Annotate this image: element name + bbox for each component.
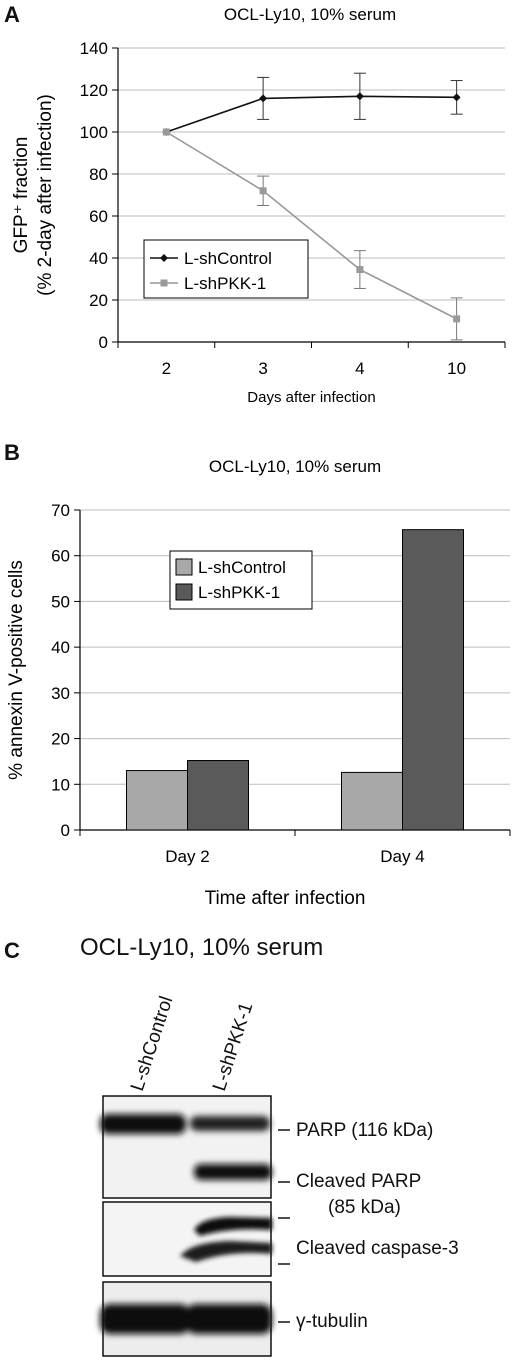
y-tick-label: 20: [51, 730, 70, 749]
x-tick-label: Day 2: [165, 847, 209, 866]
y-tick-label: 50: [51, 592, 70, 611]
legend-label: L-shPKK-1: [198, 583, 280, 602]
series-line-0: [166, 95, 457, 133]
x-tick-label: 3: [258, 359, 267, 378]
band-parp-lane1: [100, 1114, 186, 1134]
y-tick-label: 0: [61, 821, 70, 840]
panel-letter-c: C: [4, 938, 20, 963]
band-tubulin-lane2: [186, 1304, 272, 1334]
y-axis-label: GFP⁺ fraction: [11, 137, 32, 254]
label-cleaved-caspase: Cleaved caspase-3: [296, 1238, 459, 1259]
x-tick-label: Day 4: [380, 847, 424, 866]
data-point: [356, 266, 364, 274]
data-point: [162, 128, 170, 136]
band-parp-lane2: [190, 1116, 270, 1131]
y-axis-label-sub: (% 2-day after infection): [35, 94, 56, 296]
y-tick-label: 60: [89, 207, 108, 226]
band-tubulin-lane1: [100, 1304, 190, 1334]
data-point: [355, 92, 364, 101]
data-point: [452, 93, 461, 102]
y-tick-label: 140: [80, 39, 108, 58]
x-axis-label: Time after infection: [205, 888, 366, 909]
series-line-1: [165, 131, 457, 320]
y-tick-label: 20: [89, 291, 108, 310]
y-tick-label: 40: [51, 638, 70, 657]
label-cleaved-parp: Cleaved PARP: [296, 1171, 422, 1192]
blot-title: OCL-Ly10, 10% serum: [80, 934, 324, 961]
chart-title: OCL-Ly10, 10% serum: [224, 5, 396, 24]
label-parp: PARP (116 kDa): [296, 1120, 434, 1141]
y-tick-label: 40: [89, 249, 108, 268]
legend-swatch: [175, 583, 193, 601]
legend-marker: [160, 254, 168, 262]
legend-box: [169, 550, 313, 610]
panel-letter-b: B: [4, 440, 20, 465]
panel-letter-a: A: [4, 2, 20, 27]
band-caspase-upper: [194, 1217, 272, 1236]
bar: [402, 529, 464, 831]
blot-box-tubulin: [100, 1281, 272, 1357]
legend-label: L-shControl: [198, 558, 286, 577]
data-point: [259, 187, 267, 195]
y-axis-label: % annexin V-positive cells: [6, 560, 27, 780]
band-cleaved-parp-lane2: [194, 1164, 272, 1180]
bar: [126, 770, 188, 831]
y-tick-label: 70: [51, 501, 70, 520]
x-tick-label: 4: [355, 359, 364, 378]
line-chart: OCL-Ly10, 10% serum 0 20 40 60 80 100 120 140 2 3 4…: [11, 5, 506, 406]
bar: [341, 771, 403, 831]
legend-box: [143, 239, 309, 299]
y-tick-label: 0: [99, 333, 108, 352]
y-tick-label: 60: [51, 547, 70, 566]
y-tick-label: 80: [89, 165, 108, 184]
legend-swatch: [175, 558, 193, 576]
y-tick-label: 120: [80, 81, 108, 100]
label-cleaved-parp-kda: (85 kDa): [328, 1197, 401, 1218]
x-tick-label: 10: [447, 359, 466, 378]
data-point: [453, 315, 461, 323]
bar: [187, 760, 249, 831]
blot-box-caspase: [102, 1201, 272, 1277]
legend-label: L-shControl: [184, 249, 272, 268]
legend-label: L-shPKK-1: [184, 274, 266, 293]
y-tick-label: 30: [51, 684, 70, 703]
x-tick-label: 2: [162, 359, 171, 378]
lane-label-shcontrol: L-shControl: [127, 993, 178, 1094]
chart-title: OCL-Ly10, 10% serum: [209, 457, 381, 476]
lane-label-shpkk1: L-shPKK-1: [209, 999, 258, 1094]
y-tick-label: 100: [80, 123, 108, 142]
data-point: [259, 94, 268, 103]
western-blot: [100, 1095, 290, 1357]
blot-box-parp: [100, 1095, 272, 1199]
y-tick-label: 10: [51, 775, 70, 794]
band-caspase-lower: [180, 1241, 272, 1262]
bar-chart: OCL-Ly10, 10% serum 0 10 20 30 40 50 60 70 Day 2 D…: [6, 457, 511, 909]
legend-marker: [160, 279, 168, 287]
label-tubulin: γ-tubulin: [296, 1311, 368, 1332]
x-axis-label: Days after infection: [247, 389, 375, 406]
